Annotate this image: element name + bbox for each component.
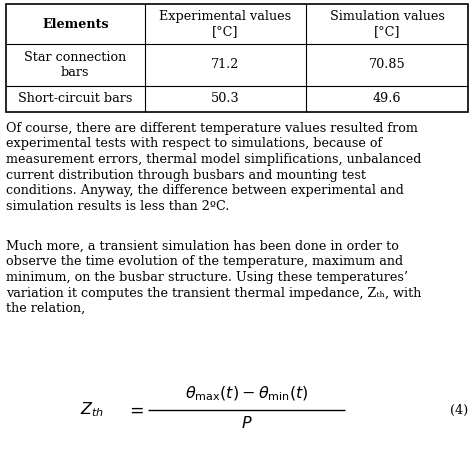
Text: current distribution through busbars and mounting test: current distribution through busbars and…: [6, 169, 366, 181]
Text: Much more, a transient simulation has been done in order to: Much more, a transient simulation has be…: [6, 240, 399, 253]
Text: 70.85: 70.85: [369, 59, 406, 71]
Text: 49.6: 49.6: [373, 92, 401, 105]
Text: 50.3: 50.3: [211, 92, 240, 105]
Text: Experimental values
[°C]: Experimental values [°C]: [159, 10, 292, 38]
Text: Short-circuit bars: Short-circuit bars: [18, 92, 133, 105]
Text: Simulation values
[°C]: Simulation values [°C]: [330, 10, 445, 38]
Text: minimum, on the busbar structure. Using these temperatures’: minimum, on the busbar structure. Using …: [6, 271, 408, 284]
Text: variation it computes the transient thermal impedance, Zₜₕ, with: variation it computes the transient ther…: [6, 287, 421, 300]
Text: Elements: Elements: [42, 18, 109, 30]
Text: measurement errors, thermal model simplifications, unbalanced: measurement errors, thermal model simpli…: [6, 153, 421, 166]
Text: $P$: $P$: [241, 416, 252, 432]
Text: (4): (4): [450, 404, 468, 417]
Text: conditions. Anyway, the difference between experimental and: conditions. Anyway, the difference betwe…: [6, 184, 404, 197]
Text: $\theta_{\mathrm{max}}(t) - \theta_{\mathrm{min}}(t)$: $\theta_{\mathrm{max}}(t) - \theta_{\mat…: [184, 385, 309, 403]
Bar: [6, 4, 468, 112]
Text: simulation results is less than 2ºC.: simulation results is less than 2ºC.: [6, 199, 229, 212]
Text: Star connection
bars: Star connection bars: [24, 51, 127, 79]
Text: $Z_{th}$: $Z_{th}$: [80, 401, 104, 419]
Text: the relation,: the relation,: [6, 302, 85, 315]
Text: 71.2: 71.2: [211, 59, 240, 71]
Text: $=$: $=$: [126, 402, 144, 418]
Text: experimental tests with respect to simulations, because of: experimental tests with respect to simul…: [6, 137, 382, 151]
Text: Of course, there are different temperature values resulted from: Of course, there are different temperatu…: [6, 122, 418, 135]
Text: observe the time evolution of the temperature, maximum and: observe the time evolution of the temper…: [6, 255, 403, 268]
